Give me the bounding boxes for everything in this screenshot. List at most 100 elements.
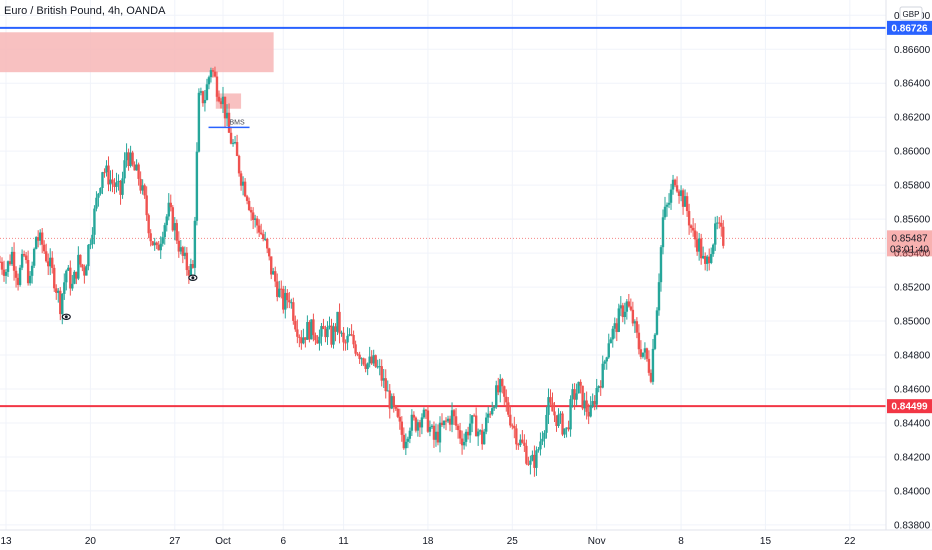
annotations[interactable]: BMS xyxy=(61,119,250,321)
candle-up xyxy=(278,288,281,297)
candle-down xyxy=(16,277,20,285)
candle-down xyxy=(374,355,377,367)
candle-up xyxy=(167,202,170,217)
candle-down xyxy=(137,164,140,179)
candle-up xyxy=(476,431,480,437)
candle-up xyxy=(491,408,494,415)
price-tick-label: 0.86600 xyxy=(894,45,931,56)
price-tick-label: 0.85400 xyxy=(894,249,931,260)
candle-down xyxy=(392,396,395,406)
candle-up xyxy=(468,423,472,436)
candle-down xyxy=(292,302,295,321)
candle-down xyxy=(81,264,84,268)
candle-up xyxy=(589,405,592,417)
candle-down xyxy=(247,200,251,211)
candle-down xyxy=(113,183,116,187)
candle-up xyxy=(61,293,64,315)
candle-up xyxy=(601,363,604,388)
candle-down xyxy=(639,349,643,357)
candle-up xyxy=(643,348,647,353)
candle-down xyxy=(394,405,397,409)
candle-down xyxy=(53,267,56,289)
candle-up xyxy=(714,223,717,245)
candle-down xyxy=(217,96,221,102)
eye-icon xyxy=(188,274,198,281)
candle-up xyxy=(87,244,90,267)
candle-up xyxy=(611,328,614,340)
candle-up xyxy=(73,271,76,284)
candle-up xyxy=(712,244,715,255)
candle-up xyxy=(101,172,104,189)
time-tick-label: 11 xyxy=(338,536,349,547)
candle-up xyxy=(665,204,669,207)
candle-down xyxy=(533,454,536,468)
candle-down xyxy=(720,222,723,227)
price-tick-label: 0.86400 xyxy=(894,79,931,90)
time-axis[interactable]: 13 20 27 Oct 6 11 18 25 Nov 8 15 22 xyxy=(0,529,932,547)
time-tick-label: 8 xyxy=(678,536,684,547)
candle-up xyxy=(430,425,434,428)
candle-up xyxy=(519,439,522,446)
candle-down xyxy=(330,325,333,345)
candle-down xyxy=(51,257,54,268)
candle-down xyxy=(631,309,635,324)
candle-up xyxy=(372,355,375,364)
candle-up xyxy=(583,400,586,409)
candle-down xyxy=(187,270,191,276)
candle-up xyxy=(193,220,197,268)
candle-down xyxy=(296,329,299,337)
candle-up xyxy=(404,441,408,449)
candle-down xyxy=(316,340,319,344)
candle-down xyxy=(2,269,6,276)
candle-up xyxy=(336,311,339,332)
candle-down xyxy=(414,417,418,431)
candle-up xyxy=(197,92,201,152)
candle-up xyxy=(221,96,225,105)
candle-down xyxy=(280,288,283,290)
candle-down xyxy=(255,218,259,226)
candle-down xyxy=(615,323,618,332)
resistance-price-tag xyxy=(887,20,932,35)
candle-down xyxy=(466,431,470,436)
candle-down xyxy=(440,422,444,426)
candle-up xyxy=(571,389,574,400)
candle-up xyxy=(346,335,349,343)
candle-down xyxy=(456,425,460,431)
price-tick-label: 0.86200 xyxy=(894,113,931,124)
price-tick-label: 0.84600 xyxy=(894,385,931,396)
candle-down xyxy=(693,230,697,240)
candle-down xyxy=(127,152,130,166)
candle-up xyxy=(613,323,616,329)
candle-down xyxy=(718,222,721,224)
price-tick-label: 0.84000 xyxy=(894,486,931,497)
time-tick-label: 20 xyxy=(85,536,97,547)
candle-down xyxy=(507,402,510,415)
candle-up xyxy=(575,393,578,400)
candle-up xyxy=(547,397,550,415)
candle-up xyxy=(183,252,187,256)
candle-down xyxy=(286,292,289,301)
candle-down xyxy=(83,267,86,276)
candle-down xyxy=(107,165,110,185)
candle-down xyxy=(235,142,239,156)
candle-up xyxy=(95,197,98,209)
candle-down xyxy=(270,256,273,275)
candle-up xyxy=(493,407,496,409)
candle-up xyxy=(179,247,183,252)
candle-up xyxy=(290,302,293,304)
candle-up xyxy=(163,225,166,238)
candle-down xyxy=(505,396,508,403)
price-axis[interactable]: 0.868000.866000.864000.862000.860000.858… xyxy=(885,0,931,531)
candle-down xyxy=(573,389,576,400)
candle-up xyxy=(57,290,60,293)
candle-down xyxy=(268,248,271,257)
horizontal-levels[interactable] xyxy=(0,26,886,408)
candle-up xyxy=(653,334,657,349)
candle-up xyxy=(199,91,203,93)
candle-down xyxy=(223,96,227,119)
candle-down xyxy=(567,427,570,430)
candle-up xyxy=(462,441,466,446)
candle-down xyxy=(384,378,387,392)
candle-down xyxy=(458,430,462,439)
